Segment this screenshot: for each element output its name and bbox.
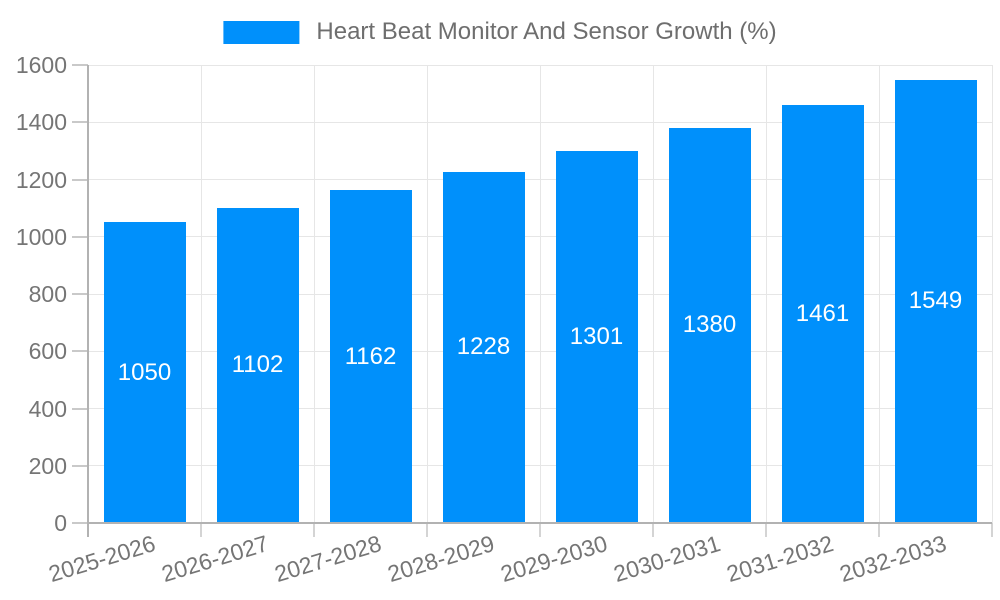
y-axis-tick [72,522,88,524]
y-axis-tick [72,464,88,467]
x-gridline [200,65,202,523]
x-gridline [539,65,541,523]
bar-value-label: 1050 [117,358,172,386]
legend-label: Heart Beat Monitor And Sensor Growth (%) [316,18,777,45]
y-axis-label: 400 [28,395,67,422]
bar-2032-2033[interactable]: 1549 [894,79,977,523]
y-axis-label: 1000 [15,223,67,250]
legend-swatch-icon [223,20,300,44]
x-axis-label: 2030-2031 [610,530,723,588]
x-axis-label: 2031-2032 [723,530,836,588]
bar-value-label: 1301 [569,322,624,350]
bar-value-label: 1380 [682,311,737,339]
x-axis-tick [200,523,202,537]
bar-2028-2029[interactable]: 1228 [442,171,525,523]
x-axis-tick [313,523,315,537]
x-axis-tick [426,523,428,537]
bar-2027-2028[interactable]: 1162 [329,190,412,523]
x-gridline [765,65,767,523]
x-axis-tick [539,523,541,537]
legend-item[interactable]: Heart Beat Monitor And Sensor Growth (%) [223,18,777,46]
y-axis-line [87,65,89,537]
y-axis-tick [72,235,88,238]
x-axis-line [88,522,992,524]
bar-2029-2030[interactable]: 1301 [555,150,638,523]
bar-value-label: 1549 [908,287,963,315]
x-axis-label: 2028-2029 [384,530,497,588]
y-axis-tick [72,178,88,181]
bar-2026-2027[interactable]: 1102 [216,207,299,523]
bar-value-label: 1102 [231,351,284,379]
y-axis-label: 1600 [15,52,67,78]
x-axis-label: 2032-2033 [836,530,949,588]
x-axis-label: 2029-2030 [497,530,610,588]
plot-area: 1050 1102 1162 1228 1301 1380 1461 1549 [88,64,993,523]
x-axis-label: 2026-2027 [158,530,271,588]
y-axis-tick [72,350,88,353]
bar-2030-2031[interactable]: 1380 [668,127,751,523]
bar-value-label: 1228 [456,333,511,361]
y-axis-label: 600 [28,338,67,365]
bar-value-label: 1162 [344,342,397,370]
y-axis-tick [72,64,88,66]
y-axis-label: 0 [54,510,67,536]
y-axis-tick [72,293,88,295]
y-axis-label: 200 [28,452,67,479]
x-axis-tick [652,523,654,537]
x-axis-tick [765,523,767,537]
x-axis-label: 2025-2026 [45,530,158,588]
x-gridline [991,65,993,523]
y-axis-label: 1400 [15,109,67,136]
y-axis-tick [72,121,88,124]
bar-value-label: 1461 [795,299,850,327]
x-axis-label: 2027-2028 [271,530,384,588]
y-axis-label: 800 [28,281,67,307]
x-gridline [652,65,654,523]
x-gridline [313,65,315,523]
x-gridline [878,65,880,523]
x-axis-tick [878,523,880,537]
y-axis-label: 1200 [15,166,67,193]
bar-2031-2032[interactable]: 1461 [781,104,864,523]
y-axis-tick [72,407,88,410]
x-axis-tick [991,523,993,537]
bar-2025-2026[interactable]: 1050 [103,222,186,523]
x-gridline [426,65,428,523]
